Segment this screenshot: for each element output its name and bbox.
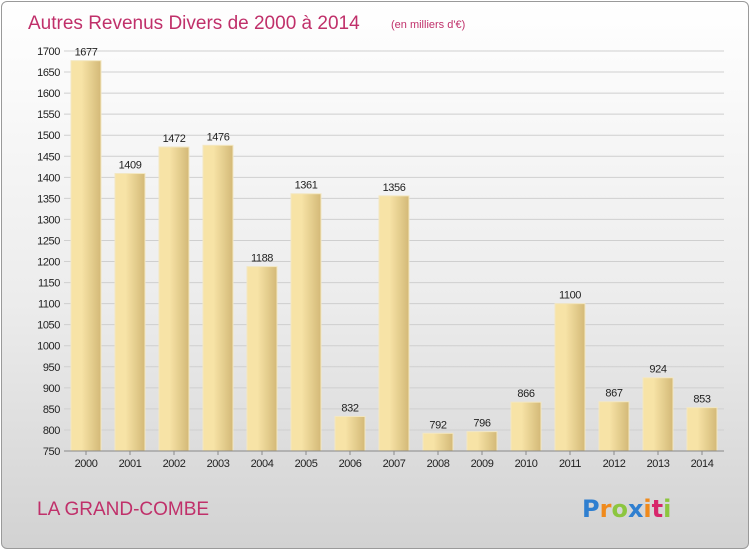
logo-letter: P (582, 495, 600, 523)
bar-value-label: 1188 (251, 253, 273, 265)
bar (246, 266, 278, 452)
y-tick-label: 1700 (37, 46, 60, 58)
y-tick-label: 900 (43, 383, 60, 395)
x-tick-label: 2013 (647, 458, 670, 470)
bar-value-label: 792 (429, 419, 446, 431)
y-tick-label: 1550 (37, 109, 60, 121)
x-tick-label: 2000 (75, 458, 98, 470)
logo-letter: i (643, 495, 651, 523)
bar-value-label: 1472 (163, 133, 186, 145)
y-tick-label: 1100 (38, 299, 60, 311)
x-tick-label: 2008 (427, 458, 450, 470)
bar-value-label: 1100 (559, 290, 581, 302)
bar-value-label: 796 (473, 418, 490, 430)
y-tick-label: 1050 (37, 320, 60, 332)
x-tick-label: 2006 (339, 458, 362, 470)
y-tick-label: 1500 (37, 130, 60, 142)
y-tick-label: 1450 (37, 151, 60, 163)
bar (202, 144, 234, 452)
logo-letter: t (652, 495, 663, 523)
bar-value-label: 867 (605, 388, 622, 400)
x-tick-label: 2007 (383, 458, 406, 470)
y-tick-label: 1000 (37, 341, 60, 353)
proxiti-logo: Proxiti (582, 495, 671, 523)
bar-value-label: 1409 (119, 160, 142, 172)
y-tick-label: 950 (43, 362, 60, 374)
y-tick-label: 1400 (37, 172, 60, 184)
bar (114, 173, 146, 452)
bar-value-label: 1677 (75, 47, 98, 59)
y-tick-label: 1350 (37, 193, 60, 205)
chart-unit: (en milliers d'€) (391, 19, 465, 31)
bar (334, 415, 366, 452)
logo-letter: o (611, 495, 628, 523)
bar-value-label: 924 (649, 364, 666, 376)
x-tick-label: 2009 (471, 458, 494, 470)
x-tick-label: 2010 (515, 458, 538, 470)
x-tick-label: 2014 (691, 458, 714, 470)
bar (686, 407, 718, 452)
logo-letter: x (628, 495, 644, 523)
y-axis: 750 800 850 900 950 1000 1050 1100 1150 1200 1250 1… (37, 46, 61, 458)
bar (510, 401, 542, 452)
x-tick-label: 2005 (295, 458, 318, 470)
y-tick-label: 800 (43, 425, 60, 437)
bar-value-label: 853 (693, 394, 710, 406)
y-tick-label: 750 (43, 446, 60, 458)
bar (158, 146, 190, 452)
bar (466, 431, 498, 452)
bar-value-label: 1361 (295, 180, 318, 192)
logo-letter: r (600, 495, 612, 523)
bar (290, 193, 322, 452)
bar (554, 303, 586, 452)
y-tick-label: 1250 (37, 235, 60, 247)
commune-name: LA GRAND-COMBE (37, 499, 209, 520)
x-tick-label: 2011 (559, 458, 581, 470)
x-tick-label: 2012 (603, 458, 626, 470)
bar-value-label: 866 (517, 388, 534, 400)
bar (378, 195, 410, 452)
x-tick-label: 2001 (119, 458, 142, 470)
y-tick-label: 1200 (37, 257, 60, 269)
bar-value-label: 1476 (207, 131, 230, 143)
y-tick-label: 1600 (37, 88, 60, 100)
y-tick-label: 850 (43, 404, 60, 416)
x-tick-label: 2004 (251, 458, 274, 470)
bar-value-label: 1356 (383, 182, 406, 194)
bars: 1677 1409 1472 1476 1188 1361 832 1356 792 796 866… (70, 47, 718, 452)
bar (598, 401, 630, 452)
bar (70, 60, 102, 452)
bar (422, 432, 454, 452)
x-axis: 2000 2001 2002 2003 2004 2005 2006 2007 2008 2009… (64, 450, 724, 470)
x-tick-label: 2002 (163, 458, 186, 470)
x-tick-label: 2003 (207, 458, 230, 470)
y-tick-label: 1650 (37, 67, 60, 79)
logo-letter: i (663, 495, 671, 523)
bar (642, 377, 674, 452)
chart-title: Autres Revenus Divers de 2000 à 2014 (28, 13, 360, 34)
bar-value-label: 832 (341, 402, 358, 414)
y-tick-label: 1300 (37, 214, 60, 226)
y-tick-label: 1150 (38, 278, 60, 290)
